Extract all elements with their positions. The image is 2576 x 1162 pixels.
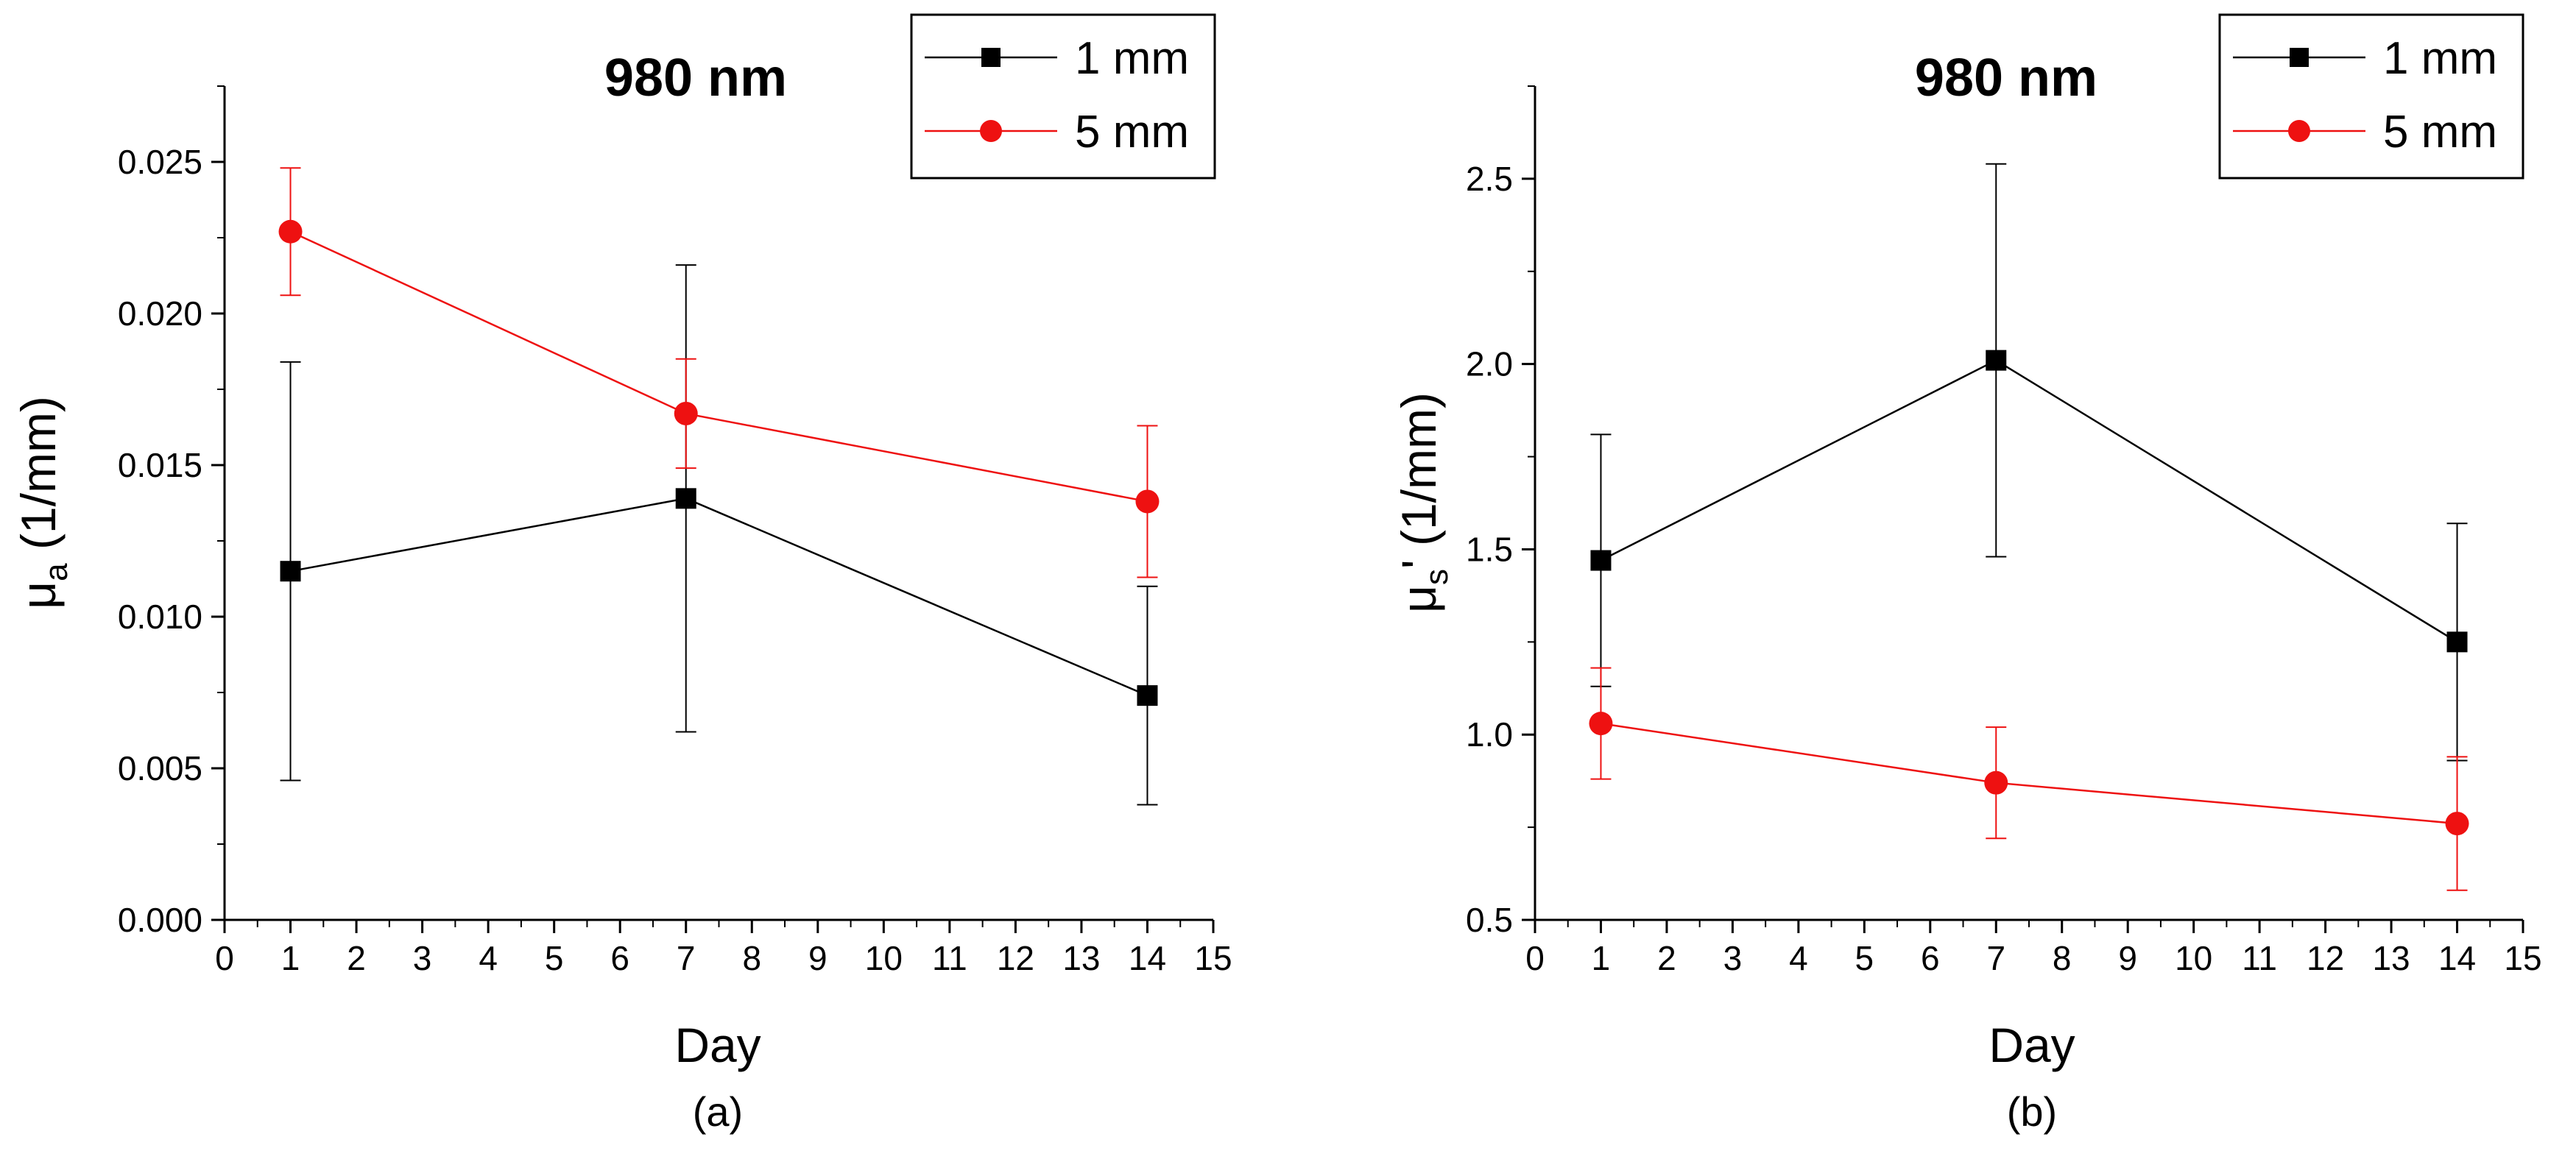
x-tick-label: 0 [215,939,234,977]
y-tick-label: 2.0 [1466,345,1513,383]
legend-label-5mm: 5 mm [1075,107,1189,157]
x-tick-label: 10 [865,939,903,977]
x-tick-label: 1 [281,939,300,977]
legend-label-5mm: 5 mm [2383,107,2497,157]
data-point-5mm [1589,712,1613,736]
data-point-5mm [278,219,303,244]
y-axis-title: μa (1/mm) [11,396,74,609]
panel-a-chart: 0 1 2 3 4 5 6 7 8 9 10 11 12 13 14 150.0000.0050.0100.0… [11,13,1232,1135]
x-tick-label: 3 [1723,939,1743,977]
legend-marker-5mm [980,120,1002,142]
y-axis-title-base: μ [11,581,66,609]
legend-label-1mm: 1 mm [2383,33,2497,84]
x-tick-label: 13 [1062,939,1100,977]
y-tick-label: 0.020 [118,294,202,333]
y-axis-title-subscript: s [1419,569,1455,585]
legend-marker-1mm [2290,48,2309,67]
y-axis-title-base: μ [1391,585,1446,613]
y-tick-label: 1.0 [1466,715,1513,754]
legend-box [910,13,1216,180]
x-tick-label: 15 [2504,939,2541,977]
data-point-1mm [280,561,301,582]
legend: 1 mm 5 mm [910,13,1216,180]
x-tick-label: 2 [1657,939,1676,977]
data-point-5mm [674,401,698,425]
chart-title: 980 nm [604,49,787,107]
x-tick-label: 4 [479,939,498,977]
legend-marker-5mm [2288,120,2310,142]
panel-label: (a) [693,1088,743,1135]
panel-label: (b) [2007,1088,2057,1135]
x-tick-label: 5 [1855,939,1874,977]
series-line-5mm [290,230,1148,503]
x-tick-label: 7 [1986,939,2005,977]
y-tick-label: 0.025 [118,143,202,181]
x-tick-label: 11 [932,939,967,977]
x-tick-label: 8 [742,939,761,977]
x-tick-label: 8 [2053,939,2072,977]
legend-box [2218,13,2524,180]
x-tick-label: 4 [1789,939,1808,977]
legend-label-1mm: 1 mm [1075,33,1189,84]
legend-marker-1mm [981,48,1001,67]
x-tick-label: 10 [2175,939,2212,977]
y-tick-label: 0.010 [118,598,202,636]
data-point-5mm [2445,812,2469,836]
data-point-5mm [1135,489,1160,514]
x-tick-label: 6 [610,939,629,977]
x-axis-title: Day [674,1018,761,1072]
y-tick-label: 0.005 [118,749,202,787]
x-tick-label: 9 [808,939,828,977]
x-tick-label: 1 [1592,939,1611,977]
chart-title: 980 nm [1915,49,2097,107]
y-tick-label: 0.015 [118,446,202,484]
x-tick-label: 13 [2372,939,2410,977]
series-line-5mm [1601,722,2457,825]
series-line-1mm [1600,359,2458,643]
x-tick-label: 2 [347,939,366,977]
data-point-5mm [1984,770,2008,795]
y-axis-title-subscript: a [38,563,74,581]
x-tick-label: 9 [2118,939,2137,977]
data-point-1mm [1137,685,1158,706]
x-tick-label: 7 [677,939,696,977]
y-tick-label: 0.5 [1466,901,1513,939]
y-axis-title: μs' (1/mm) [1391,392,1455,613]
data-point-1mm [1986,350,2007,371]
x-tick-label: 6 [1921,939,1940,977]
data-point-1mm [1590,550,1612,571]
x-tick-label: 0 [1525,939,1545,977]
x-tick-label: 14 [1129,939,1166,977]
data-point-1mm [2446,631,2468,653]
x-axis-title: Day [1989,1018,2075,1072]
y-axis-title-units: (1/mm) [11,396,66,563]
x-tick-label: 3 [413,939,432,977]
x-tick-label: 15 [1194,939,1232,977]
x-tick-label: 11 [2242,939,2277,977]
y-tick-label: 2.5 [1466,160,1513,198]
x-tick-label: 12 [2307,939,2344,977]
data-point-1mm [675,488,696,509]
series-line-1mm [290,497,1148,697]
panel-b-chart: 0 1 2 3 4 5 6 7 8 9 10 11 12 13 14 150.51.01.52.02.5980… [1391,13,2542,1135]
x-tick-label: 12 [997,939,1034,977]
y-axis-title-units: ' (1/mm) [1391,392,1446,569]
x-tick-label: 5 [545,939,564,977]
legend: 1 mm 5 mm [2218,13,2524,180]
x-tick-label: 14 [2438,939,2476,977]
y-tick-label: 1.5 [1466,530,1513,568]
y-tick-label: 0.000 [118,901,202,939]
